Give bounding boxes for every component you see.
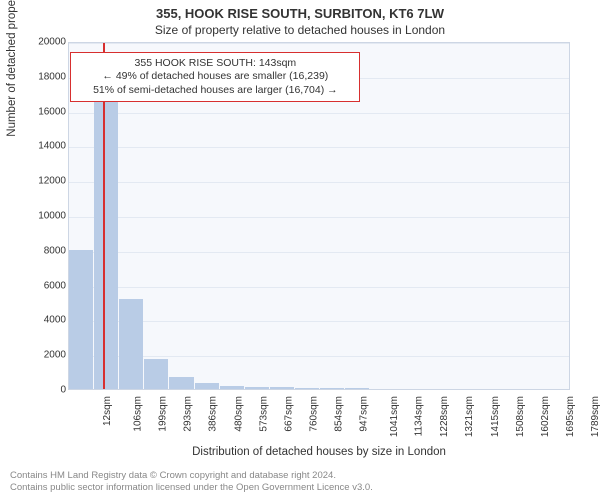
gridline	[69, 356, 569, 357]
histogram-bar	[144, 359, 168, 389]
gridline	[69, 217, 569, 218]
y-tick-label: 2000	[28, 350, 66, 361]
chart-title: 355, HOOK RISE SOUTH, SURBITON, KT6 7LW	[0, 0, 600, 21]
x-tick-label: 947sqm	[359, 396, 370, 432]
plot-area: 355 HOOK RISE SOUTH: 143sqm← 49% of deta…	[68, 42, 570, 390]
histogram-bar	[245, 387, 269, 389]
histogram-bar	[69, 250, 93, 389]
y-axis-ticks: 0200040006000800010000120001400016000180…	[28, 42, 66, 390]
x-tick-label: 573sqm	[258, 396, 269, 432]
y-tick-label: 8000	[28, 245, 66, 256]
x-tick-label: 1041sqm	[389, 396, 400, 437]
histogram-bar	[94, 97, 118, 389]
gridline	[69, 321, 569, 322]
y-tick-label: 12000	[28, 176, 66, 187]
histogram-bar	[195, 383, 219, 389]
annotation-line: 51% of semi-detached houses are larger (…	[77, 84, 353, 97]
x-tick-label: 1415sqm	[490, 396, 501, 437]
y-tick-label: 14000	[28, 141, 66, 152]
histogram-bar	[169, 377, 193, 389]
attribution-line1: Contains HM Land Registry data © Crown c…	[10, 470, 373, 482]
y-tick-label: 18000	[28, 71, 66, 82]
x-tick-label: 667sqm	[283, 396, 294, 432]
annotation-line: 355 HOOK RISE SOUTH: 143sqm	[77, 57, 353, 70]
gridline	[69, 43, 569, 44]
gridline	[69, 182, 569, 183]
x-tick-label: 1789sqm	[590, 396, 600, 437]
histogram-bar	[295, 388, 319, 389]
gridline	[69, 113, 569, 114]
histogram-bar	[270, 387, 294, 389]
x-tick-label: 386sqm	[208, 396, 219, 432]
y-tick-label: 4000	[28, 315, 66, 326]
histogram-bar	[119, 299, 143, 389]
chart-container: 355, HOOK RISE SOUTH, SURBITON, KT6 7LW …	[0, 0, 600, 500]
x-tick-label: 1321sqm	[465, 396, 476, 437]
y-tick-label: 16000	[28, 106, 66, 117]
x-tick-label: 12sqm	[102, 396, 113, 426]
histogram-bar	[320, 388, 344, 389]
gridline	[69, 252, 569, 253]
gridline	[69, 147, 569, 148]
attribution-text: Contains HM Land Registry data © Crown c…	[10, 470, 373, 494]
x-axis-ticks: 12sqm 106sqm 199sqm 293sqm 386sqm 480sqm 573sq…	[68, 392, 570, 454]
x-tick-label: 480sqm	[233, 396, 244, 432]
x-tick-label: 293sqm	[183, 396, 194, 432]
histogram-bar	[345, 388, 369, 389]
y-tick-label: 20000	[28, 37, 66, 48]
x-tick-label: 1695sqm	[565, 396, 576, 437]
x-tick-label: 1508sqm	[515, 396, 526, 437]
x-tick-label: 1602sqm	[540, 396, 551, 437]
histogram-bar	[220, 386, 244, 389]
x-tick-label: 106sqm	[133, 396, 144, 432]
x-tick-label: 1228sqm	[440, 396, 451, 437]
attribution-line2: Contains public sector information licen…	[10, 482, 373, 494]
x-tick-label: 1134sqm	[414, 396, 425, 436]
y-axis-label: Number of detached properties	[6, 0, 18, 137]
chart-subtitle: Size of property relative to detached ho…	[0, 21, 600, 37]
x-tick-label: 199sqm	[158, 396, 169, 432]
y-tick-label: 6000	[28, 280, 66, 291]
y-tick-label: 0	[28, 385, 66, 396]
plot-wrapper: 355 HOOK RISE SOUTH: 143sqm← 49% of deta…	[68, 42, 570, 390]
x-tick-label: 854sqm	[334, 396, 345, 432]
x-axis-label: Distribution of detached houses by size …	[68, 446, 570, 458]
y-tick-label: 10000	[28, 211, 66, 222]
gridline	[69, 287, 569, 288]
x-tick-label: 760sqm	[308, 396, 319, 432]
annotation-box: 355 HOOK RISE SOUTH: 143sqm← 49% of deta…	[70, 52, 360, 101]
annotation-line: ← 49% of detached houses are smaller (16…	[77, 70, 353, 83]
